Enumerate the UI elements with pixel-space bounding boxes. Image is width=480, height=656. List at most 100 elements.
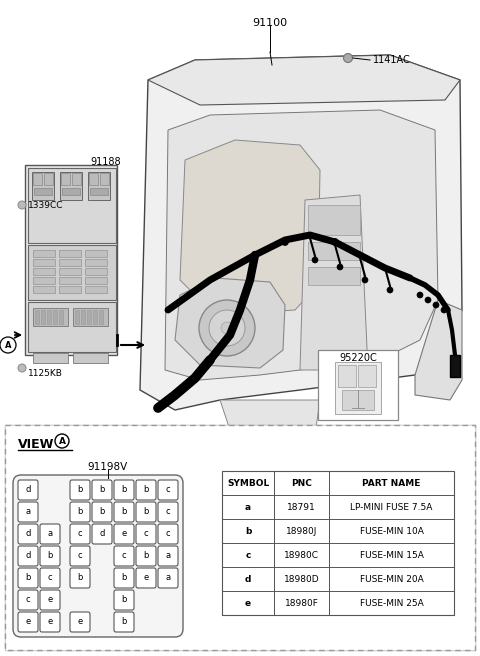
Bar	[342, 390, 374, 410]
Text: c: c	[26, 596, 30, 604]
Bar	[33, 250, 55, 257]
Polygon shape	[220, 400, 320, 505]
Bar	[28, 302, 116, 352]
FancyBboxPatch shape	[18, 546, 38, 566]
Text: a: a	[25, 508, 31, 516]
Text: 91198V: 91198V	[88, 462, 128, 472]
Text: b: b	[48, 552, 53, 560]
FancyBboxPatch shape	[114, 568, 134, 588]
Bar	[93, 310, 97, 324]
Bar	[62, 188, 80, 195]
Bar	[87, 310, 91, 324]
Bar	[59, 277, 81, 284]
FancyBboxPatch shape	[18, 590, 38, 610]
Polygon shape	[180, 140, 320, 315]
Text: d: d	[245, 575, 251, 583]
Text: 1141AC: 1141AC	[373, 55, 411, 65]
Bar	[90, 188, 108, 195]
Polygon shape	[165, 110, 438, 380]
Bar	[5, 425, 475, 650]
Polygon shape	[415, 300, 462, 400]
Text: c: c	[166, 508, 170, 516]
Text: c: c	[78, 552, 82, 560]
Bar	[99, 310, 103, 324]
Bar	[222, 471, 454, 615]
Bar	[33, 259, 55, 266]
FancyBboxPatch shape	[92, 502, 112, 522]
Circle shape	[281, 239, 288, 245]
Circle shape	[433, 302, 439, 308]
Text: c: c	[78, 529, 82, 539]
FancyBboxPatch shape	[70, 546, 90, 566]
Bar	[33, 277, 55, 284]
Text: b: b	[25, 573, 31, 583]
FancyBboxPatch shape	[114, 502, 134, 522]
Bar	[85, 250, 107, 257]
Text: 91188: 91188	[90, 157, 120, 167]
FancyBboxPatch shape	[40, 546, 60, 566]
FancyBboxPatch shape	[40, 524, 60, 544]
Text: c: c	[166, 485, 170, 495]
Circle shape	[252, 251, 259, 258]
FancyBboxPatch shape	[114, 590, 134, 610]
Bar	[28, 245, 116, 300]
Text: e: e	[48, 596, 53, 604]
Text: b: b	[99, 485, 105, 495]
Text: VIEW: VIEW	[18, 438, 54, 451]
FancyBboxPatch shape	[70, 480, 90, 500]
Text: c: c	[166, 529, 170, 539]
Text: PART NAME: PART NAME	[362, 478, 420, 487]
Bar	[59, 286, 81, 293]
Text: b: b	[121, 617, 127, 626]
Circle shape	[332, 239, 338, 245]
Polygon shape	[148, 55, 460, 105]
Text: FUSE-MIN 15A: FUSE-MIN 15A	[360, 550, 423, 560]
Text: b: b	[121, 485, 127, 495]
FancyBboxPatch shape	[114, 524, 134, 544]
Text: SYMBOL: SYMBOL	[227, 478, 269, 487]
Text: A: A	[5, 340, 11, 350]
Text: 1125KB: 1125KB	[28, 369, 63, 379]
Text: a: a	[166, 552, 170, 560]
Text: e: e	[48, 617, 53, 626]
FancyBboxPatch shape	[92, 480, 112, 500]
Text: b: b	[144, 485, 149, 495]
FancyBboxPatch shape	[158, 480, 178, 500]
Polygon shape	[140, 55, 462, 410]
FancyBboxPatch shape	[70, 568, 90, 588]
Bar	[335, 362, 381, 414]
Text: d: d	[25, 485, 31, 495]
FancyBboxPatch shape	[114, 612, 134, 632]
Bar	[85, 259, 107, 266]
FancyBboxPatch shape	[136, 502, 156, 522]
FancyBboxPatch shape	[70, 612, 90, 632]
Bar	[75, 310, 79, 324]
Bar	[308, 267, 360, 285]
Bar	[338, 365, 356, 387]
Text: 18980C: 18980C	[284, 550, 319, 560]
Text: FUSE-MIN 20A: FUSE-MIN 20A	[360, 575, 423, 583]
Text: PNC: PNC	[291, 478, 312, 487]
Bar	[318, 350, 398, 420]
Circle shape	[18, 201, 26, 209]
Text: d: d	[99, 529, 105, 539]
Bar	[53, 310, 57, 324]
FancyBboxPatch shape	[158, 568, 178, 588]
Bar	[308, 205, 360, 235]
Text: b: b	[121, 508, 127, 516]
Circle shape	[209, 310, 245, 346]
Bar	[33, 308, 68, 326]
Text: 18980D: 18980D	[284, 575, 319, 583]
Text: b: b	[121, 573, 127, 583]
Circle shape	[55, 434, 69, 448]
Bar	[308, 242, 360, 260]
Text: FUSE-MIN 25A: FUSE-MIN 25A	[360, 598, 423, 607]
Text: b: b	[77, 573, 83, 583]
Text: FUSE-MIN 10A: FUSE-MIN 10A	[360, 527, 423, 535]
Text: b: b	[144, 552, 149, 560]
Bar	[59, 268, 81, 275]
FancyBboxPatch shape	[40, 590, 60, 610]
Text: 95220C: 95220C	[339, 353, 377, 363]
FancyBboxPatch shape	[40, 612, 60, 632]
FancyBboxPatch shape	[18, 524, 38, 544]
